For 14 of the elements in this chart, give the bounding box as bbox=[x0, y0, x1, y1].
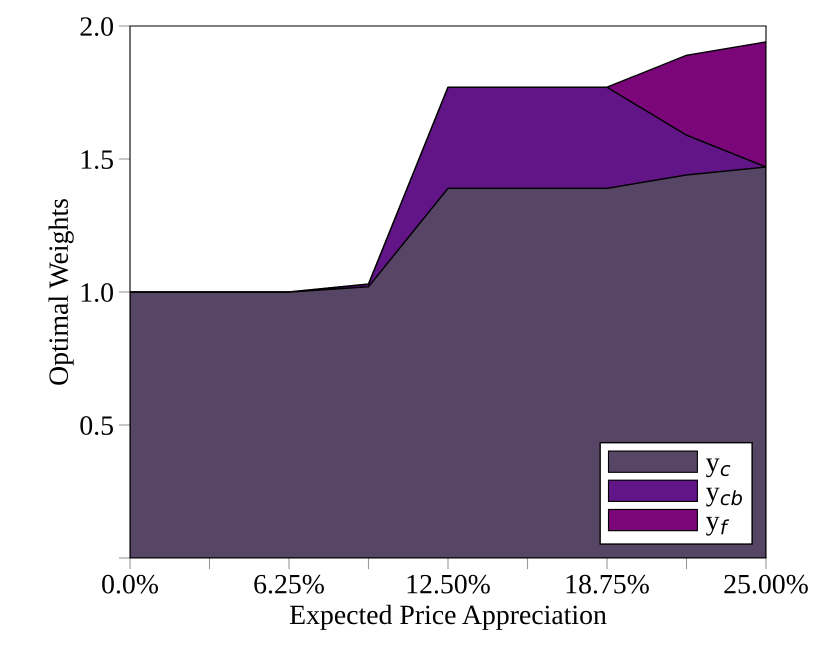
x-tick-label: 0.0% bbox=[102, 574, 158, 594]
x-axis-title: Expected Price Appreciation bbox=[290, 604, 606, 630]
legend-label: y$_{c}$ bbox=[706, 458, 730, 478]
x-tick-label: 18.75% bbox=[566, 574, 649, 594]
legend-label: y$_{f}$ bbox=[706, 516, 730, 536]
x-tick-label: 25.00% bbox=[724, 574, 808, 594]
y-tick-label: 1.5 bbox=[82, 150, 113, 170]
x-tick-label: 12.50% bbox=[408, 574, 490, 594]
y-tick-label: 2.0 bbox=[80, 17, 113, 36]
y-tick-label: 0.5 bbox=[80, 416, 113, 436]
legend-label: y$_{cb}$ bbox=[706, 488, 742, 506]
y-tick-label: 1.0 bbox=[82, 283, 113, 302]
x-tick-label: 6.25% bbox=[254, 574, 324, 594]
y-axis-title: Optimal Weights bbox=[48, 199, 74, 385]
